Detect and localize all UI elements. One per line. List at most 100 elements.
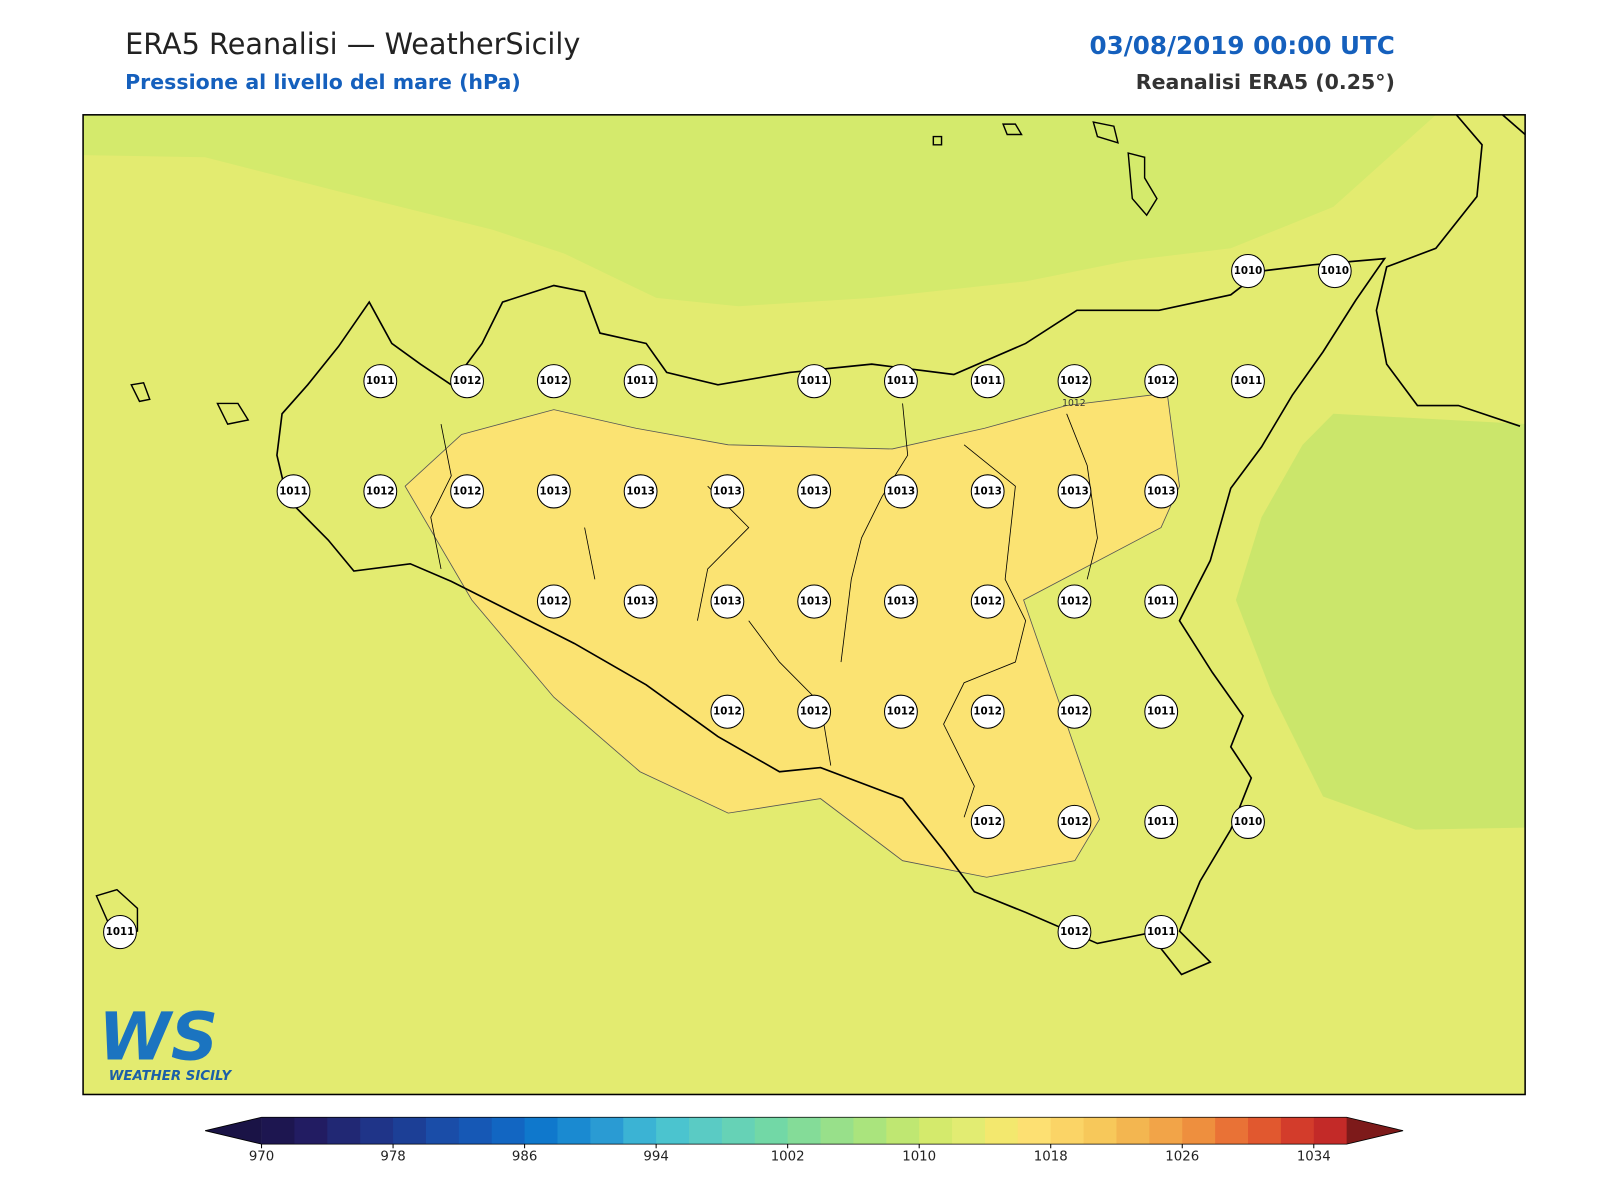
- station: 1011: [1144, 584, 1179, 619]
- station: 1011: [1144, 915, 1179, 950]
- station-value: 1013: [713, 485, 742, 497]
- station-value: 1012: [973, 596, 1002, 608]
- station-marker: [710, 584, 745, 619]
- station-value: 1012: [1060, 926, 1089, 938]
- station-value: 1011: [1147, 596, 1176, 608]
- colorbar-cell: [261, 1117, 295, 1145]
- station: 1011: [1231, 364, 1265, 399]
- station: 1012: [970, 584, 1005, 619]
- coastline-sicily: [276, 257, 1387, 976]
- station: 1012: [1057, 915, 1092, 950]
- colorbar-cell: [590, 1117, 624, 1145]
- colorbar-cell: [689, 1117, 723, 1145]
- station-marker: [1231, 253, 1265, 289]
- station: 1011: [623, 364, 658, 399]
- station-marker: [536, 364, 571, 399]
- station: 1010: [1317, 253, 1352, 289]
- station-value: 1011: [800, 375, 829, 387]
- colorbar-tick-label: 970: [249, 1150, 274, 1165]
- station-value: 1013: [626, 596, 655, 608]
- logo-name: WEATHER SICILY: [109, 1069, 233, 1084]
- station-value: 1012: [887, 706, 916, 718]
- station: 1012: [970, 694, 1005, 729]
- station-value: 1013: [540, 485, 569, 497]
- station: 1011: [276, 474, 311, 509]
- colorbar-cell: [1017, 1117, 1052, 1145]
- station-value: 1010: [1320, 265, 1349, 277]
- colorbar-cell: [1083, 1117, 1118, 1145]
- stations: 1010 1010 1011 1012 1012 1011 1011 1011 1011 1012…: [103, 253, 1352, 950]
- station-marker: [1057, 804, 1092, 839]
- station-value: 1010: [1234, 816, 1263, 828]
- station-value: 1011: [887, 375, 916, 387]
- station-marker: [1231, 364, 1265, 399]
- station-marker: [1144, 804, 1179, 839]
- title: ERA5 Reanalisi — WeatherSicily: [125, 27, 580, 61]
- station: 1010: [1231, 253, 1265, 289]
- colorbar-cell: [919, 1117, 953, 1145]
- colorbar-cell: [1313, 1117, 1348, 1145]
- source: Reanalisi ERA5 (0.25°): [1136, 70, 1395, 94]
- station: 1011: [1144, 694, 1179, 729]
- station: 1013: [797, 584, 832, 619]
- station-marker: [1057, 584, 1092, 619]
- field-1012: [404, 392, 1180, 878]
- station: 1011: [363, 364, 398, 399]
- station-value: 1011: [366, 375, 395, 387]
- station-value: 1013: [973, 485, 1002, 497]
- colorbar-cell: [491, 1117, 526, 1145]
- station: 1012: [450, 474, 484, 509]
- station: 1012: [710, 694, 745, 729]
- station: 1012: [970, 804, 1005, 839]
- field-1008: [83, 114, 1436, 307]
- colorbar-cell: [623, 1117, 657, 1145]
- station: 1013: [623, 474, 658, 509]
- station-value: 1011: [1147, 926, 1176, 938]
- date: 03/08/2019 00:00 UTC: [1090, 31, 1395, 60]
- colorbar-cell: [557, 1117, 591, 1145]
- colorbar-tick-label: 1034: [1297, 1150, 1331, 1165]
- colorbar-cell: [1149, 1117, 1183, 1145]
- station-value: 1012: [1060, 706, 1089, 718]
- station: 1012: [884, 694, 918, 729]
- logo: WS WEATHER SICILY: [98, 998, 232, 1084]
- station-marker: [970, 364, 1005, 399]
- station-value: 1011: [626, 375, 655, 387]
- station-marker: [1057, 915, 1092, 950]
- station-value: 1013: [887, 596, 916, 608]
- station-value: 1012: [1147, 375, 1176, 387]
- colorbar-tick-label: 1026: [1165, 1150, 1199, 1165]
- station-value: 1013: [713, 596, 742, 608]
- station-value: 1012: [453, 375, 482, 387]
- station-value: 1011: [279, 485, 308, 497]
- station-marker: [970, 694, 1005, 729]
- station-marker: [623, 584, 658, 619]
- field-east: [1235, 413, 1526, 830]
- station-marker: [1144, 474, 1179, 509]
- station-value: 1012: [366, 485, 395, 497]
- station-marker: [623, 474, 658, 509]
- colorbar-tick-label: 1010: [902, 1150, 936, 1165]
- colorbar-cell: [327, 1117, 361, 1145]
- colorbar-cell: [1215, 1117, 1249, 1145]
- station: 1013: [536, 474, 571, 509]
- station-value: 1011: [1147, 706, 1176, 718]
- colorbar-cell: [886, 1117, 920, 1145]
- station-marker: [1144, 364, 1179, 399]
- station-marker: [1317, 253, 1352, 289]
- station-value: 1012: [540, 375, 569, 387]
- station-marker: [797, 474, 832, 509]
- colorbar-cell: [1116, 1117, 1150, 1145]
- colorbar-cell: [524, 1117, 558, 1145]
- colorbar-cell: [1248, 1117, 1282, 1145]
- station-marker: [710, 694, 745, 729]
- colorbar-cell: [458, 1117, 493, 1145]
- station: 1012: [363, 474, 398, 509]
- colorbar-cell: [952, 1117, 986, 1145]
- station-marker: [623, 364, 658, 399]
- coastline-calabria: [1375, 114, 1521, 427]
- colorbar-cell: [787, 1117, 822, 1145]
- station: 1012: [536, 584, 571, 619]
- colorbar-cell: [1050, 1117, 1085, 1145]
- station: 1013: [884, 584, 918, 619]
